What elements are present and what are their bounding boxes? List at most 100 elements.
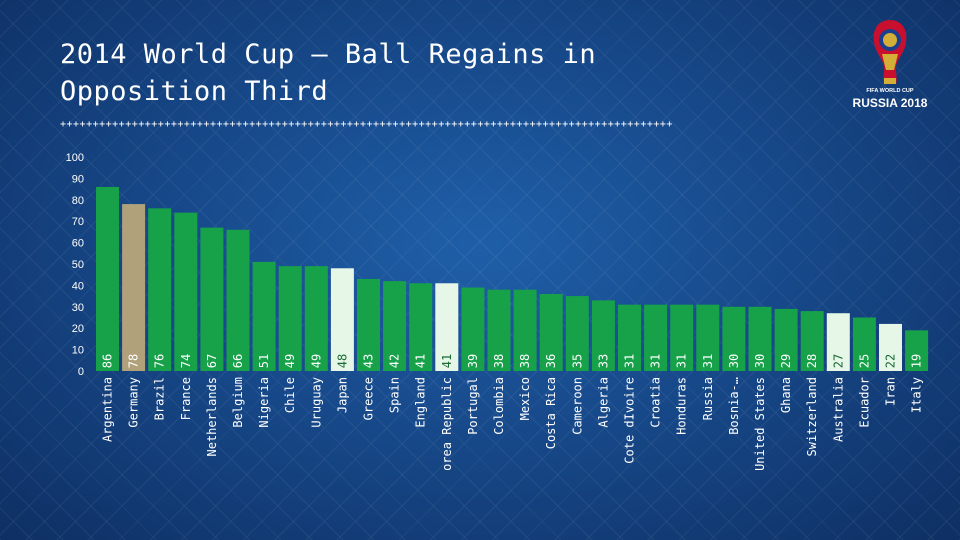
x-tick-label: Honduras: [675, 377, 689, 435]
bar-ghana: [774, 308, 798, 371]
y-tick-label: 60: [72, 238, 84, 250]
x-tick-label: Netherlands: [205, 377, 219, 456]
data-label: 29: [779, 354, 793, 368]
bar-iran: [879, 323, 902, 371]
x-tick-label: Mexico: [518, 377, 532, 420]
data-label: 35: [570, 354, 584, 368]
x-tick-label: Nigeria: [257, 377, 271, 428]
x-tick-label: Costa Rica: [544, 377, 558, 449]
bar-chile: [278, 266, 302, 371]
data-label: 38: [518, 354, 532, 368]
data-label: 41: [440, 354, 454, 368]
y-tick-label: 30: [72, 302, 84, 314]
data-label: 30: [727, 354, 741, 368]
y-tick-label: 80: [72, 195, 84, 207]
bar-netherlands: [200, 227, 224, 371]
y-tick-label: 0: [78, 366, 84, 378]
data-label: 31: [649, 354, 663, 368]
data-label: 31: [623, 354, 637, 368]
bar-cote-divoire: [618, 304, 641, 371]
y-tick-label: 50: [72, 259, 84, 271]
y-tick-label: 100: [66, 152, 84, 164]
bar-colombia: [487, 289, 511, 371]
data-label: 25: [857, 354, 871, 368]
bar-costa-rica: [539, 293, 563, 371]
y-tick-label: 10: [72, 345, 84, 357]
bar-brazil: [148, 208, 172, 371]
y-tick-label: 40: [72, 280, 84, 292]
data-label: 86: [101, 354, 115, 368]
bar-germany: [122, 204, 146, 371]
x-tick-label: Ghana: [779, 377, 793, 413]
bar-nigeria: [252, 261, 276, 371]
bar-japan: [330, 268, 354, 371]
x-tick-label: France: [179, 377, 193, 420]
x-tick-label: Argentina: [101, 377, 115, 442]
x-tick-label: England: [414, 377, 428, 428]
y-tick-label: 20: [72, 323, 84, 335]
bar-united-states: [748, 306, 772, 371]
data-label: 28: [805, 354, 819, 368]
x-tick-label: Bosnia-…: [727, 377, 741, 435]
bar-ecuador: [852, 317, 876, 371]
bar-chart: 0 10 20 30 40 50 60 70 80 90 100 86 Argentina 78 Germa…: [66, 152, 929, 470]
bar-bosnia: [722, 306, 746, 371]
data-label: 74: [179, 354, 193, 368]
x-tick-label: Germany: [127, 377, 141, 428]
x-tick-label: United States: [753, 377, 767, 470]
x-tick-label: Cote dIvoire: [623, 377, 637, 464]
x-tick-label: Switzerland: [805, 377, 819, 456]
data-label: 30: [753, 354, 767, 368]
data-label: 27: [831, 354, 845, 368]
data-label: 19: [910, 354, 924, 368]
bar-spain: [383, 281, 407, 371]
data-label: 39: [466, 354, 480, 368]
x-tick-label: Colombia: [492, 377, 506, 435]
data-label: 49: [283, 354, 297, 368]
data-label: 42: [388, 354, 402, 368]
x-tick-label: Belgium: [231, 377, 245, 428]
logo-caption: FIFA WORLD CUP: [866, 88, 914, 94]
data-label: 49: [309, 354, 323, 368]
data-label: 76: [153, 354, 167, 368]
bar-uruguay: [304, 266, 328, 371]
data-label: 67: [205, 354, 219, 368]
x-tick-label: Japan: [335, 377, 349, 413]
data-label: 33: [596, 354, 610, 368]
bar-korea-republic: [435, 283, 459, 371]
data-label: 36: [544, 354, 558, 368]
x-tick-label: Brazil: [153, 377, 167, 420]
data-label: 22: [884, 354, 898, 368]
data-label: 31: [701, 354, 715, 368]
logo-title: RUSSIA 2018: [852, 96, 928, 110]
x-tick-label: Portugal: [466, 377, 480, 435]
x-tick-label: Russia: [701, 377, 715, 420]
x-tick-label: Croatia: [649, 377, 663, 428]
bar-cameroon: [565, 296, 589, 371]
x-tick-label: Iran: [884, 377, 898, 406]
data-label: 66: [231, 354, 245, 368]
data-label: 51: [257, 354, 271, 368]
data-label: 43: [362, 354, 376, 368]
data-label: 78: [127, 354, 141, 368]
bar-honduras: [670, 304, 694, 371]
bar-australia: [826, 313, 850, 371]
x-tick-label: Australia: [831, 377, 845, 442]
x-tick-label: Italy: [910, 377, 924, 413]
title-divider: ++++++++++++++++++++++++++++++++++++++++…: [60, 119, 673, 130]
y-tick-label: 70: [72, 216, 84, 228]
bar-switzerland: [800, 311, 824, 371]
bar-belgium: [226, 229, 250, 371]
world-cup-trophy-icon: [873, 20, 907, 84]
bar-russia: [696, 304, 720, 371]
x-tick-label: Cameroon: [570, 377, 584, 435]
chart-title: 2014 World Cup – Ball Regains in Opposit…: [60, 39, 597, 107]
x-tick-label: Greece: [362, 377, 376, 420]
bar-algeria: [591, 300, 615, 371]
data-label: 41: [414, 354, 428, 368]
x-tick-label: Uruguay: [309, 377, 323, 428]
x-tick-label: Chile: [283, 377, 297, 413]
x-tick-label: Spain: [388, 377, 402, 413]
x-tick-label: Ecuador: [857, 377, 871, 428]
y-tick-label: 90: [72, 173, 84, 185]
